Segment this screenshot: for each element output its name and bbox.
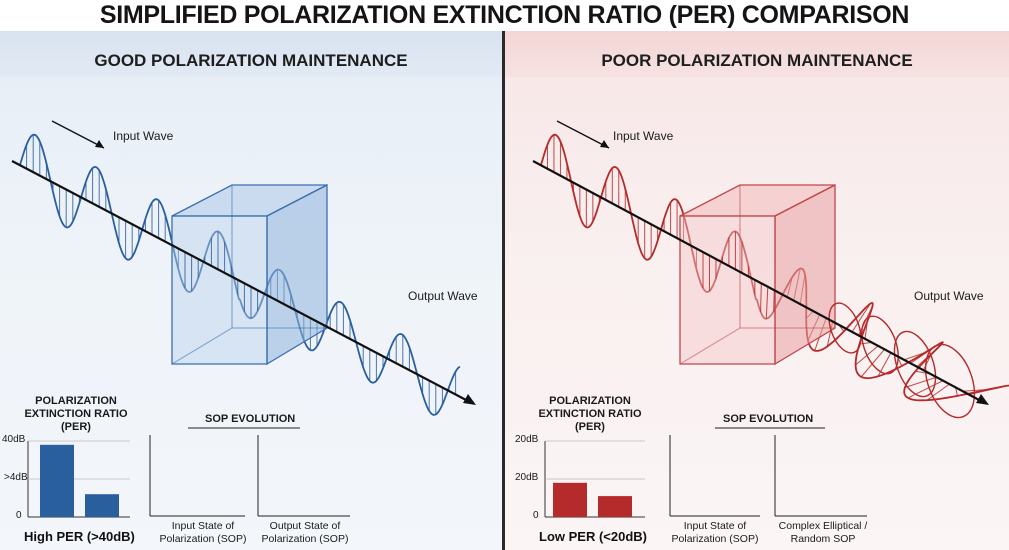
good-input-wave-label: Input Wave [113, 129, 174, 143]
good-panel: GOOD POLARIZATION MAINTENANCE [0, 31, 502, 550]
good-tick-mid: >4dB [4, 472, 28, 483]
good-tick-top: 40dB [2, 434, 26, 445]
elliptical-sop-loop [924, 343, 976, 419]
panel-divider [502, 31, 505, 550]
wave-curve [540, 133, 1009, 402]
poor-tick-mid: 20dB [515, 472, 539, 483]
good-sop-title: SOP EVOLUTION [205, 413, 296, 425]
poor-panel: POOR POLARIZATION MAINTENANCE Input Wa [505, 31, 1009, 550]
field-vector [877, 352, 892, 377]
good-per-chart [27, 440, 130, 518]
field-vector [851, 303, 871, 333]
per-bar [85, 494, 119, 517]
propagation-axis [532, 160, 982, 402]
poor-per-chart [544, 440, 645, 518]
poor-sop-output-caption: Complex Elliptical / Random SOP [778, 520, 868, 545]
field-vector [760, 283, 762, 312]
field-vector [859, 341, 872, 345]
good-per-title: POLARIZATION EXTINCTION RATIO (PER) [24, 395, 128, 433]
poor-panel-heading: POOR POLARIZATION MAINTENANCE [505, 31, 1009, 77]
propagation-axis [11, 160, 469, 402]
elliptical-sop-loop [828, 302, 862, 354]
field-vector [773, 290, 775, 312]
good-sop-output-caption: Output State of Polarization (SOP) [261, 520, 349, 545]
field-vector [926, 383, 950, 401]
poor-crystal-cube [679, 183, 836, 366]
field-vector [907, 380, 943, 399]
poor-diagram [532, 120, 1009, 518]
poor-tick-zero: 0 [533, 510, 539, 521]
poor-per-title: POLARIZATION EXTINCTION RATIO (PER) [538, 395, 642, 433]
poor-input-wave-label: Input Wave [613, 129, 674, 143]
per-bar [598, 496, 632, 517]
good-per-label: High PER (>40dB) [24, 529, 135, 544]
good-crystal-cube [171, 183, 328, 366]
field-vector [922, 354, 932, 371]
good-sop-input-caption: Input State of Polarization (SOP) [159, 520, 247, 545]
per-bar [553, 482, 587, 517]
poor-per-label: Low PER (<20dB) [539, 529, 647, 544]
field-vector [860, 349, 885, 378]
field-vector [765, 286, 769, 319]
poor-tick-top: 20dB [515, 434, 539, 445]
poor-output-wave-label: Output Wave [914, 289, 984, 303]
good-tick-zero: 0 [16, 510, 22, 521]
good-output-wave-label: Output Wave [408, 289, 478, 303]
field-vector [904, 376, 937, 388]
page-title: SIMPLIFIED POLARIZATION EXTINCTION RATIO… [99, 1, 910, 29]
per-bar [40, 444, 74, 517]
field-vector [955, 387, 958, 396]
elliptical-sop-loop [893, 330, 937, 398]
elliptical-sop-loop [861, 315, 899, 375]
good-panel-heading: GOOD POLARIZATION MAINTENANCE [0, 31, 502, 77]
poor-sop-input-caption: Input State of Polarization (SOP) [671, 520, 759, 545]
poor-sop-title: SOP EVOLUTION [723, 413, 814, 425]
good-diagram [11, 120, 476, 518]
input-direction-arrow [51, 120, 105, 149]
